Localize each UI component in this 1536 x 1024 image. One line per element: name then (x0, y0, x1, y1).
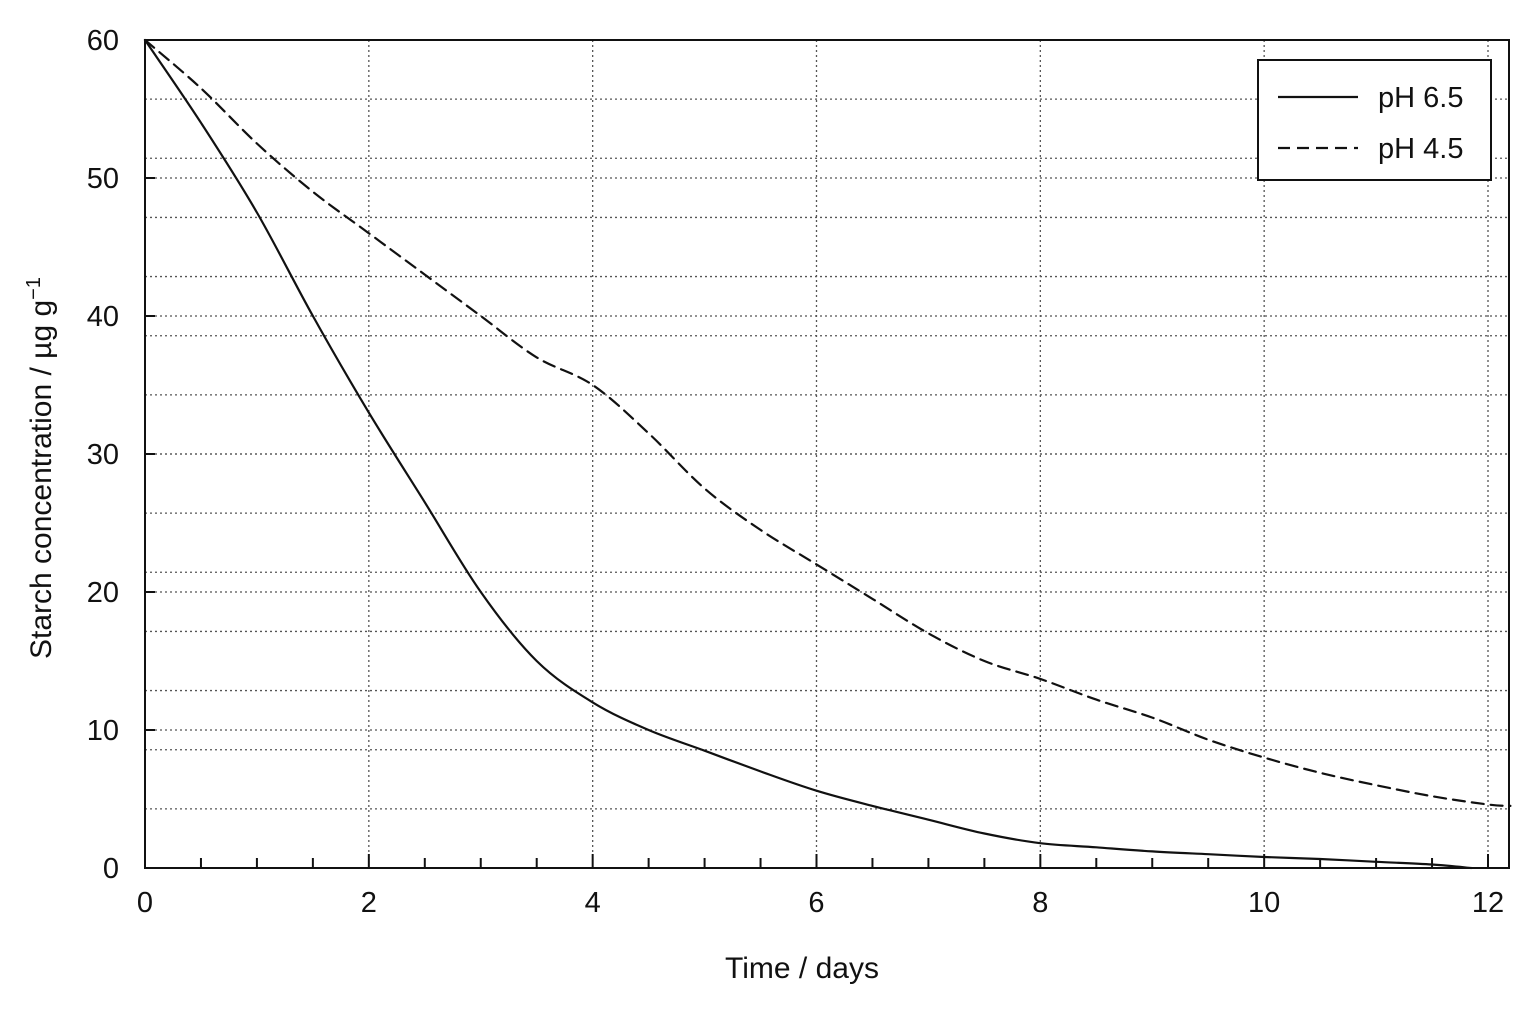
y-tick-label: 10 (87, 715, 119, 747)
legend: pH 6.5 pH 4.5 (1257, 59, 1492, 181)
plot-frame (144, 39, 1510, 869)
x-tick-label: 8 (1032, 887, 1048, 919)
legend-label: pH 4.5 (1378, 133, 1463, 165)
x-tick-label: 6 (808, 887, 824, 919)
tick-labels: 0 2 4 6 8 10 12 0 10 20 30 40 50 60 (87, 25, 1504, 919)
x-axis-title: Time / days (725, 952, 879, 985)
x-tick-label: 4 (585, 887, 601, 919)
legend-label: pH 6.5 (1378, 82, 1463, 114)
series-line-ph-4-5 (143, 38, 1512, 807)
y-tick-label: 0 (103, 853, 119, 885)
x-tick-label: 0 (137, 887, 153, 919)
y-tick-label: 60 (87, 25, 119, 57)
y-axis-title-superscript: −1 (23, 277, 45, 300)
legend-box (1257, 59, 1492, 181)
x-tick-label: 2 (361, 887, 377, 919)
y-axis-title: Starch concentration / µg g−1 (23, 277, 58, 659)
x-tick-label: 10 (1248, 887, 1280, 919)
y-tick-label: 50 (87, 163, 119, 195)
y-tick-label: 30 (87, 439, 119, 471)
series-lines (143, 38, 1512, 870)
series-line-ph-6-5 (143, 38, 1473, 870)
y-tick-label: 40 (87, 301, 119, 333)
y-axis-title-main: Starch concentration / µg g (25, 300, 58, 659)
x-tick-label: 12 (1472, 887, 1504, 919)
y-tick-label: 20 (87, 577, 119, 609)
